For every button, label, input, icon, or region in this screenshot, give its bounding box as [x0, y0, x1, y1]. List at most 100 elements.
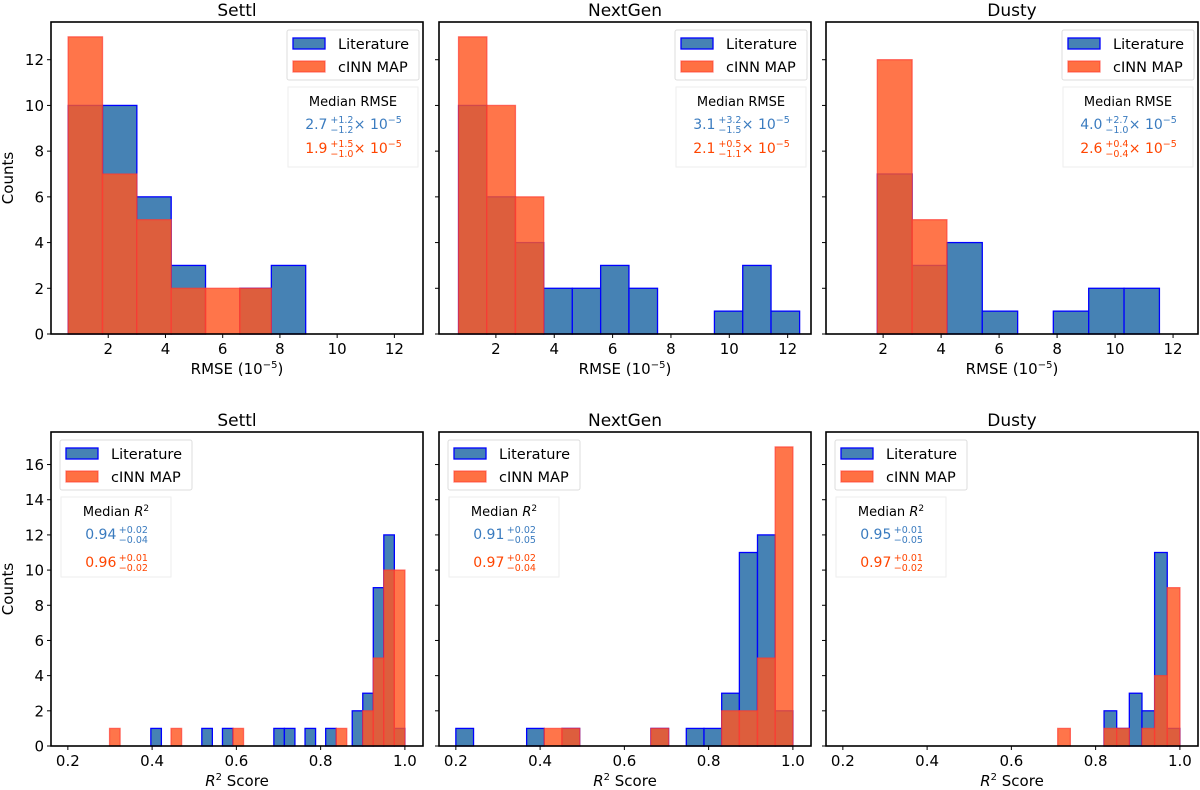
cinn-bar: [393, 569, 406, 747]
cinn-bar: [204, 287, 241, 335]
annotation-cinn-value: 0.96 +0.01−0.02: [85, 553, 148, 574]
literature-bar: [599, 264, 630, 335]
lower-error: −0.05: [894, 535, 923, 546]
legend: Literature cINN MAP: [834, 439, 968, 491]
literature-bar: [1123, 287, 1161, 335]
legend-cinn-swatch: [292, 60, 326, 73]
literature-bar: [150, 727, 163, 747]
legend-literature-swatch: [840, 447, 874, 460]
annotation-literature-value: 4.0 +2.7−1.0 × 10−5: [1080, 115, 1177, 136]
legend-cinn-swatch: [1067, 60, 1101, 73]
x-tick-label: 1.0: [781, 752, 805, 770]
median-value: 2.6: [1080, 141, 1102, 157]
axes-frame: [825, 431, 1199, 747]
x-tick-label: 8: [1052, 340, 1062, 358]
panel-bottom-middle: 0.2 0.4 0.6 0.8 1.0 NextGen R2 Score Literature…: [435, 411, 812, 790]
annotation-heading: Median RMSE: [1084, 95, 1172, 110]
legend-cinn-label: cINN MAP: [1113, 60, 1183, 76]
x-tick-label: 0.8: [309, 752, 333, 770]
literature-bar: [221, 727, 234, 747]
median-value: 2.7: [305, 117, 327, 133]
legend: Literature cINN MAP: [59, 439, 193, 491]
upper-error: +3.2: [718, 115, 741, 126]
legend-literature-swatch: [65, 447, 99, 460]
x-tick-label: 0.4: [915, 752, 939, 770]
legend-literature-label: Literature: [499, 447, 570, 463]
legend: Literature cINN MAP: [674, 29, 808, 81]
x-tick-label: 0.2: [56, 752, 80, 770]
x-tick-label: 12: [385, 340, 404, 358]
median-value: 0.97: [860, 555, 891, 571]
literature-bar: [304, 727, 317, 747]
legend-literature-label: Literature: [111, 447, 182, 463]
panel-title: Dusty: [987, 411, 1036, 431]
panel-title: Settl: [217, 411, 256, 431]
cinn-bar: [561, 727, 581, 747]
panel-title: Dusty: [987, 1, 1036, 21]
cinn-bar: [1103, 727, 1118, 747]
lower-error: −1.1: [718, 149, 741, 160]
median-annotation: Median RMSE 4.0 +2.7−1.0 × 10−5 2.6 +0.4−0.4…: [1062, 86, 1194, 168]
annotation-cinn-value: 2.6 +0.4−0.4 × 10−5: [1080, 139, 1177, 160]
legend-cinn-label: cINN MAP: [111, 470, 181, 486]
axes-frame: [438, 21, 812, 335]
legend-literature-swatch: [292, 37, 326, 50]
y-tick-label: 2: [34, 280, 44, 298]
median-annotation: Median R2 0.94 +0.02−0.04 0.96 +0.01−0.02: [60, 496, 172, 578]
lower-error: −0.4: [1105, 149, 1128, 160]
legend: Literature cINN MAP: [447, 439, 581, 491]
panel-top-middle: 2 4 6 8 10 12 NextGen RMSE (10−5) Literature cINN…: [435, 1, 812, 378]
cinn-bar: [1116, 727, 1130, 747]
median-annotation: Median R20.95 +0.01−0.050.97 +0.01−0.02: [835, 496, 947, 578]
cinn-bar: [383, 569, 396, 747]
x-tick-label: 8: [275, 340, 285, 358]
literature-bar: [946, 241, 983, 335]
x-tick-label: 6: [994, 340, 1004, 358]
legend-cinn-label: cINN MAP: [886, 470, 956, 486]
cinn-bar: [1166, 587, 1181, 747]
upper-error: +0.02: [507, 525, 536, 536]
panel-title: Settl: [217, 1, 256, 21]
upper-error: +0.01: [894, 525, 923, 536]
x-tick-label: 1.0: [1168, 752, 1192, 770]
annotation-heading: Median RMSE: [697, 95, 785, 110]
y-axis-label: Counts: [0, 152, 17, 205]
legend-cinn-swatch: [65, 470, 99, 483]
x-axis-label: R2 Score: [205, 772, 269, 790]
axes-frame: [50, 431, 424, 747]
literature-bar: [201, 727, 214, 747]
legend: Literature cINN MAP: [286, 29, 420, 81]
scale-factor: × 10−5: [1129, 139, 1177, 157]
y-tick-label: 16: [25, 456, 44, 474]
lower-error: −0.04: [507, 563, 536, 574]
median-value: 4.0: [1080, 117, 1102, 133]
annotation-literature-value: 0.94 +0.02−0.04: [85, 525, 148, 546]
panel-title: NextGen: [588, 1, 662, 21]
cinn-bar: [170, 727, 183, 747]
annotation-literature-value: 2.7 +1.2−1.2 × 10−5: [305, 115, 402, 136]
cinn-bar: [721, 710, 741, 747]
x-tick-label: 6: [218, 340, 228, 358]
y-tick-label: 2: [34, 702, 44, 720]
cinn-bar: [108, 727, 121, 747]
lower-error: −1.0: [330, 149, 353, 160]
literature-bar: [270, 264, 307, 335]
cinn-bar: [101, 173, 138, 335]
annotation-heading: Median R2: [83, 504, 149, 520]
literature-bar: [283, 727, 296, 747]
panel-title: NextGen: [588, 411, 662, 431]
scale-factor: × 10−5: [742, 139, 790, 157]
lower-error: −0.02: [119, 563, 148, 574]
legend-literature-swatch: [453, 447, 487, 460]
x-tick-label: 0.8: [697, 752, 721, 770]
cinn-bar: [543, 727, 563, 747]
annotation-cinn-value: 1.9 +1.5−1.0 × 10−5: [305, 139, 402, 160]
median-annotation: Median R20.91 +0.02−0.050.97 +0.02−0.04: [448, 496, 560, 578]
cinn-bar: [335, 727, 348, 747]
scale-factor: × 10−5: [354, 115, 402, 133]
lower-error: −0.02: [894, 563, 923, 574]
panel-bottom-left: 0.2 0.4 0.6 0.8 1.0 0 2 4 6 8 10 12 14 16 Settl R2 Scor…: [0, 411, 424, 790]
scale-factor: × 10−5: [742, 115, 790, 133]
median-value: 0.91: [473, 527, 504, 543]
